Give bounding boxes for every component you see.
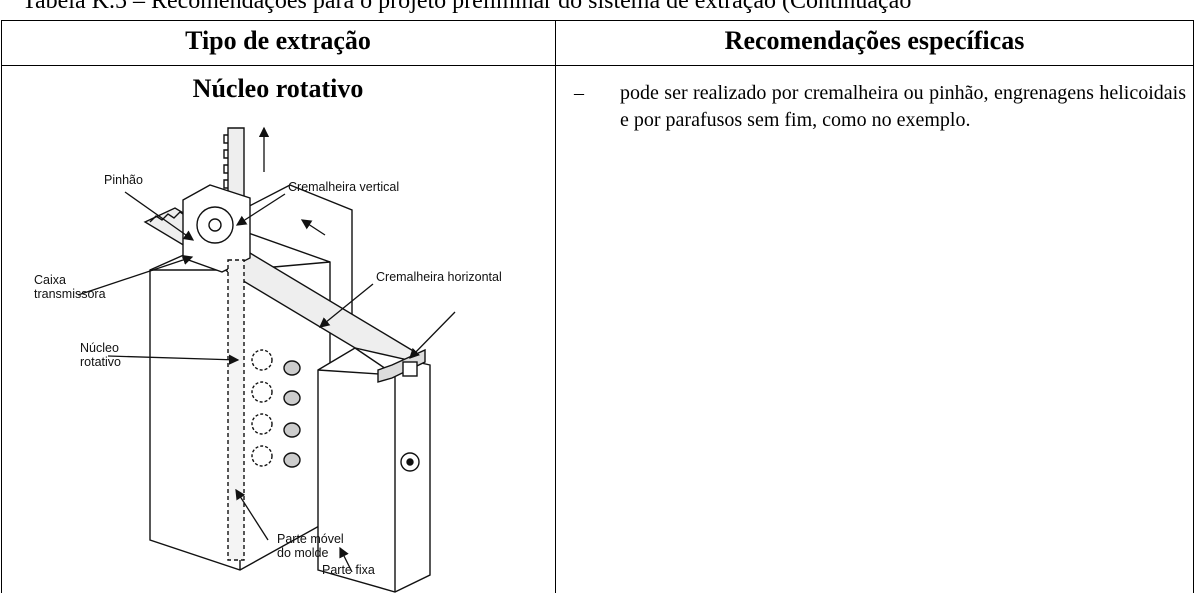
figure-label: rotativo <box>80 355 121 369</box>
mechanism-drawing <box>143 127 431 593</box>
figure-label: Cremalheira vertical <box>288 180 399 194</box>
figure-label: Parte móvel <box>277 532 344 546</box>
figure-label: do molde <box>277 546 328 560</box>
table-border <box>555 20 556 593</box>
figure-label: Cremalheira horizontal <box>376 270 502 284</box>
figure-label: Caixa <box>34 273 66 287</box>
figure-label: Núcleo <box>80 341 119 355</box>
figure-label: Pinhão <box>104 173 143 187</box>
column-header: Recomendações específicas <box>724 26 1025 55</box>
figure: Pinhão Cremalheira vertical Caixatransmiss… <box>34 126 502 593</box>
table-border <box>1 20 1194 21</box>
figure-label: Parte fixa <box>322 563 375 577</box>
recommendation: pode ser realizado por cremalheira ou pi… <box>620 82 1186 131</box>
row-title: Núcleo rotativo <box>192 74 364 103</box>
column-header: Tipo de extração <box>185 26 371 55</box>
table-border <box>1 20 2 593</box>
table-border <box>1 65 1194 66</box>
leader-arrows <box>77 126 456 573</box>
bullet-marker: – <box>574 82 584 104</box>
figure-label: transmissora <box>34 287 106 301</box>
table-caption: Tabela K.5 – Recomendações para o projet… <box>22 0 912 14</box>
